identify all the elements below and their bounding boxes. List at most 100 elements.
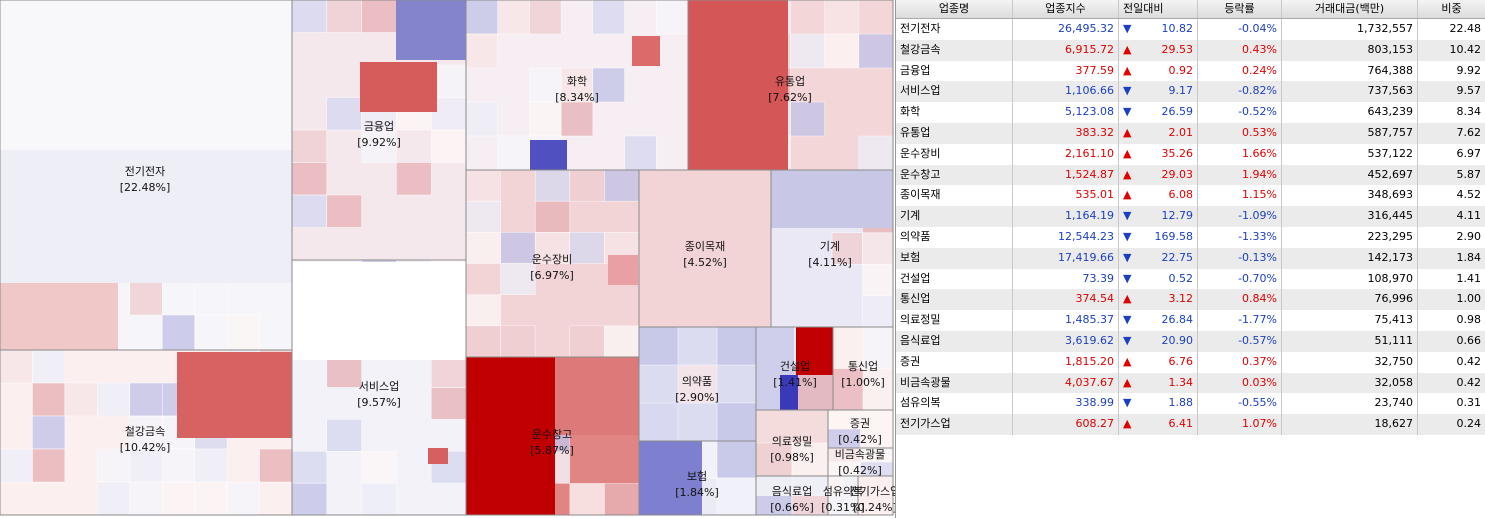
tile-cell — [560, 101, 594, 137]
tile-cell — [129, 448, 163, 483]
tile-name: 전기가스업 — [850, 485, 895, 498]
tile-share: [4.11%] — [808, 256, 852, 269]
change-cell: ▼ 10.82 — [1119, 19, 1198, 40]
tile-cell — [430, 355, 467, 388]
weight: 2.90 — [1418, 227, 1485, 248]
change-value: 1.34 — [1168, 375, 1194, 389]
tile-cell — [569, 169, 605, 202]
change-rate: -0.55% — [1198, 393, 1282, 415]
weight: 0.66 — [1418, 331, 1485, 352]
weight: 0.42 — [1418, 352, 1485, 373]
tile-cell — [291, 194, 328, 228]
tile-cell — [32, 415, 66, 450]
tile-cell — [97, 448, 131, 483]
change-rate: 1.94% — [1198, 164, 1282, 186]
sector-index: 1,524.87 — [1013, 164, 1119, 186]
tile-cell — [259, 448, 293, 483]
tile-cell — [194, 279, 228, 316]
tile-cell — [161, 314, 195, 351]
change-rate: 0.53% — [1198, 122, 1282, 144]
change-rate: -0.70% — [1198, 268, 1282, 290]
weight: 0.42 — [1418, 373, 1485, 394]
change-arrow: ▼ — [1123, 229, 1132, 243]
tile-cell — [326, 97, 362, 131]
tile-block — [466, 357, 555, 515]
sector-index: 1,815.20 — [1013, 351, 1119, 373]
tile-cell — [500, 232, 536, 264]
weight: 0.31 — [1418, 393, 1485, 414]
tile-cell — [326, 419, 362, 452]
column-header: 거래대금(백만) — [1282, 0, 1418, 18]
change-cell: ▼ 20.90 — [1119, 330, 1198, 352]
sector-index: 73.39 — [1013, 268, 1119, 290]
trade-value: 737,563 — [1282, 81, 1418, 103]
table-row: 의약품 12,544.23 ▼ 169.58 -1.33% 223,295 2.90 — [896, 226, 1485, 248]
sector-index: 383.32 — [1013, 122, 1119, 144]
tile-share: [1.41%] — [773, 376, 817, 389]
tile-cell — [824, 33, 860, 69]
tile-cell — [129, 481, 163, 516]
change-value: 1.88 — [1168, 396, 1194, 410]
change-rate: -0.13% — [1198, 247, 1282, 269]
tile-cell — [592, 67, 625, 103]
change-cell: ▼ 169.58 — [1119, 226, 1198, 248]
change-value: 29.53 — [1161, 42, 1194, 56]
tile-cell — [32, 349, 66, 384]
tile-cell — [161, 481, 195, 516]
tile-block — [639, 441, 702, 515]
change-cell: ▼ 12.79 — [1119, 206, 1198, 227]
weight: 5.87 — [1418, 165, 1485, 186]
weight: 8.34 — [1418, 102, 1485, 123]
tile-block — [177, 352, 292, 438]
tile-name: 통신업 — [848, 360, 878, 373]
tile-cell — [291, 0, 328, 33]
tile-cell — [465, 101, 498, 137]
tile-cell — [862, 263, 894, 296]
change-cell: ▲ 1.34 — [1119, 372, 1198, 394]
tile-cell — [32, 382, 66, 417]
tile-share: [8.34%] — [555, 91, 599, 104]
tile-cell — [716, 326, 757, 366]
tile-name: 음식료업 — [772, 485, 812, 498]
tile-share: [0.24%] — [853, 501, 895, 514]
change-cell: ▲ 29.53 — [1119, 39, 1198, 61]
sector-name: 서비스업 — [896, 81, 1013, 103]
trade-value: 587,757 — [1282, 122, 1418, 144]
trade-value: 348,693 — [1282, 185, 1418, 207]
weight: 9.57 — [1418, 81, 1485, 102]
tile-share: [0.31%] — [821, 501, 865, 514]
tile-border — [857, 475, 894, 516]
tile-cell — [604, 169, 640, 202]
change-rate: -0.52% — [1198, 102, 1282, 123]
table-row: 전기가스업 608.27 ▲ 6.41 1.07% 18,627 0.24 — [896, 414, 1485, 435]
tile-share: [0.42%] — [838, 464, 882, 477]
column-header: 비중 — [1418, 0, 1485, 18]
tile-cell — [194, 448, 228, 483]
change-arrow: ▲ — [1123, 375, 1132, 389]
tile-cell — [656, 0, 689, 35]
change-rate: -0.04% — [1198, 19, 1282, 40]
sector-index: 2,161.10 — [1013, 143, 1119, 165]
sector-index: 377.59 — [1013, 60, 1119, 82]
change-arrow: ▼ — [1123, 271, 1132, 285]
tile-block — [530, 140, 567, 170]
trade-value: 32,750 — [1282, 351, 1418, 373]
tile-cell — [161, 448, 195, 483]
tile-cell — [465, 325, 501, 358]
sector-name: 유통업 — [896, 122, 1013, 144]
tile-block — [796, 327, 833, 375]
change-arrow: ▲ — [1123, 188, 1132, 202]
tile-cell — [500, 325, 536, 358]
tile-cell — [129, 279, 163, 316]
weight: 0.24 — [1418, 414, 1485, 435]
tile-cell — [361, 451, 397, 484]
tile-cell — [361, 0, 397, 33]
tile-cell — [569, 325, 605, 358]
tile-cell — [677, 364, 718, 404]
trade-value: 452,697 — [1282, 164, 1418, 186]
tile-cell — [529, 101, 562, 137]
tile-name: 금융업 — [364, 120, 394, 133]
tile-cell — [791, 442, 829, 477]
change-value: 2.01 — [1168, 125, 1194, 139]
tile-cell — [226, 314, 260, 351]
